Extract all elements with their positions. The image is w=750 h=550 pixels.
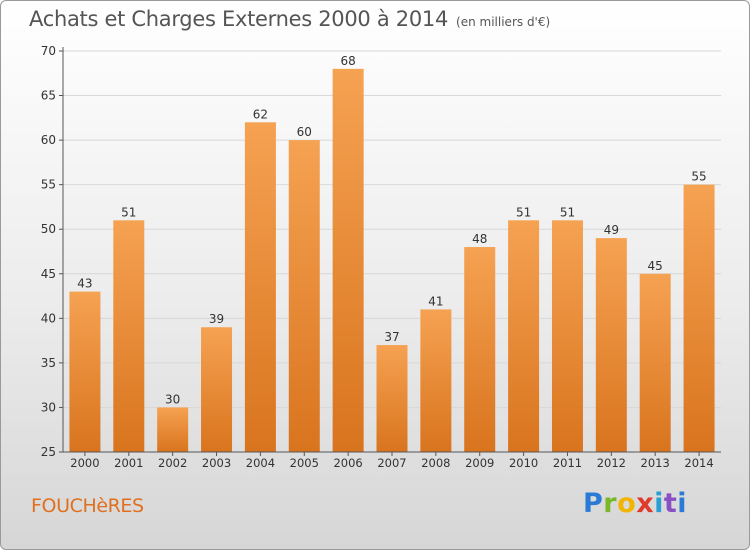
y-tick-label: 65 (41, 89, 56, 103)
y-tick-label: 45 (41, 267, 56, 281)
bar-value-label: 37 (384, 330, 399, 344)
y-tick-label: 60 (41, 133, 56, 147)
y-tick-label: 35 (41, 356, 56, 370)
bar-value-label: 30 (165, 392, 180, 406)
bar (595, 238, 627, 452)
bars (69, 68, 715, 453)
bar (508, 220, 540, 452)
bar (376, 345, 408, 452)
logo-letter: t (663, 488, 678, 519)
bar (288, 140, 320, 452)
bar (420, 309, 452, 452)
bar-value-label: 62 (253, 107, 268, 121)
logo-letter: i (677, 488, 688, 519)
axes: 25 30 35 40 45 50 55 60 65 70 2000 2001 2002 2003 2004… (41, 44, 721, 470)
x-tick-label: 2005 (290, 456, 319, 470)
y-tick-label: 50 (41, 222, 56, 236)
bar (683, 184, 715, 452)
bar-value-label: 60 (297, 125, 312, 139)
bar-value-label: 41 (428, 294, 443, 308)
bar-value-label: 68 (340, 54, 355, 68)
y-tick-label: 55 (41, 178, 56, 192)
bar-value-label: 51 (121, 205, 136, 219)
chart-unit: (en milliers d'€) (456, 15, 551, 29)
x-tick-label: 2010 (509, 456, 538, 470)
proxiti-logo: Proxiti (583, 488, 687, 519)
bar-value-label: 39 (209, 312, 224, 326)
bar-value-label: 49 (604, 223, 619, 237)
y-tick-label: 25 (41, 445, 56, 459)
logo-letter: r (603, 488, 618, 519)
logo-letter: o (617, 488, 637, 519)
x-tick-label: 2000 (70, 456, 99, 470)
x-tick-label: 2006 (333, 456, 362, 470)
logo-letter: x (636, 488, 655, 519)
bar (639, 273, 671, 452)
x-tick-label: 2004 (246, 456, 275, 470)
bar-value-label: 51 (560, 205, 575, 219)
logo-letter: P (583, 488, 604, 519)
y-tick-label: 40 (41, 311, 56, 325)
x-tick-label: 2008 (421, 456, 450, 470)
bar-value-label: 43 (77, 277, 92, 291)
bar (551, 220, 583, 452)
chart-title-text: Achats et Charges Externes 2000 à 2014 (29, 7, 449, 31)
bar (157, 407, 189, 452)
bar (113, 220, 145, 452)
bar-value-label: 45 (648, 259, 663, 273)
x-tick-label: 2003 (202, 456, 231, 470)
bar (464, 247, 496, 452)
logo-letter: i (654, 488, 664, 519)
bar-value-label: 55 (691, 170, 706, 184)
x-tick-label: 2002 (158, 456, 187, 470)
commune-name: FOUCHèRES (31, 495, 144, 517)
x-tick-label: 2001 (114, 456, 143, 470)
x-tick-label: 2007 (377, 456, 406, 470)
x-tick-label: 2011 (553, 456, 582, 470)
x-tick-label: 2012 (597, 456, 626, 470)
bar (201, 327, 233, 452)
bar (69, 291, 101, 452)
x-tick-label: 2009 (465, 456, 494, 470)
bar (244, 122, 276, 453)
bar-value-label: 51 (516, 205, 531, 219)
bar (332, 68, 364, 453)
bar-value-label: 48 (472, 232, 487, 246)
chart-title: Achats et Charges Externes 2000 à 2014 (e… (29, 7, 550, 31)
x-tick-label: 2013 (641, 456, 670, 470)
x-tick-label: 2014 (684, 456, 713, 470)
y-tick-label: 30 (41, 400, 56, 414)
labels: 43 51 30 39 62 60 68 37 41 48 51 51 49 45 55 (77, 54, 706, 407)
y-tick-label: 70 (41, 44, 56, 58)
